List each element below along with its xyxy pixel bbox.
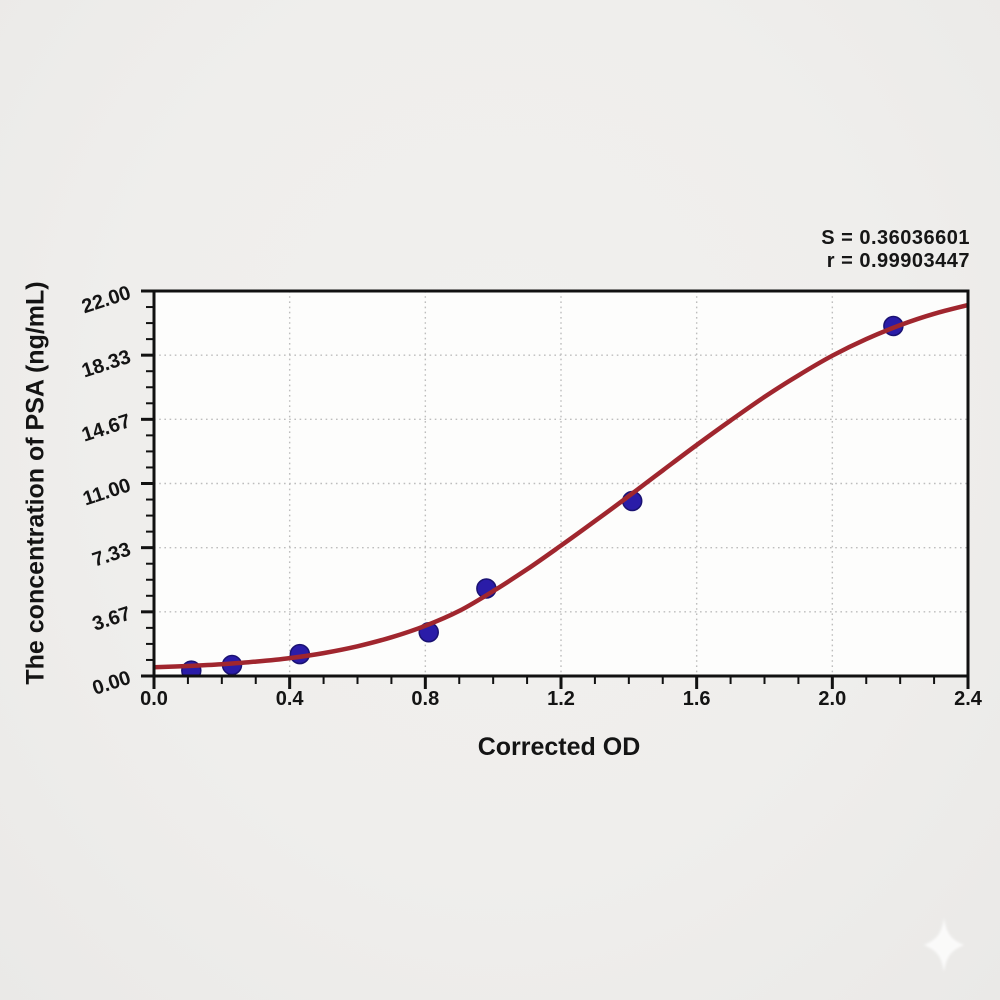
x-axis-title: Corrected OD bbox=[477, 733, 641, 761]
fit-statistics: S = 0.36036601 r = 0.99903447 bbox=[821, 227, 970, 273]
x-tick-label: 0.8 bbox=[411, 688, 439, 710]
x-tick-label: 2.4 bbox=[954, 688, 983, 710]
sparkle-watermark-icon bbox=[924, 918, 964, 972]
y-tick-label: 3.67 bbox=[90, 603, 134, 636]
y-tick-label: 22.00 bbox=[79, 282, 133, 318]
x-tick-label: 0.0 bbox=[140, 688, 168, 710]
x-tick-label: 0.4 bbox=[276, 688, 305, 710]
fit-curve bbox=[154, 302, 968, 670]
y-tick-label: 18.33 bbox=[79, 346, 133, 382]
fit-statistic-r: r = 0.99903447 bbox=[826, 250, 970, 272]
y-tick-label: 14.67 bbox=[79, 410, 133, 446]
x-tick-label: 1.2 bbox=[547, 688, 575, 710]
y-tick-label: 11.00 bbox=[80, 474, 133, 510]
x-tick-label: 1.6 bbox=[683, 688, 711, 710]
y-tick-label: 0.00 bbox=[90, 667, 134, 700]
fit-statistic-s: S = 0.36036601 bbox=[821, 227, 970, 249]
x-tick-label: 2.0 bbox=[818, 688, 846, 710]
y-tick-label: 7.33 bbox=[90, 538, 134, 571]
